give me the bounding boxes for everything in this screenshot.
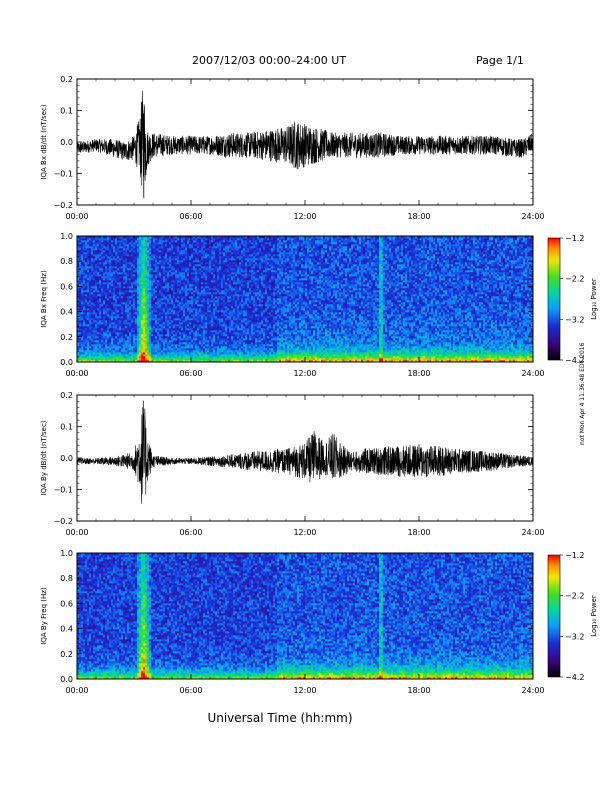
y-tick-label: 0.2: [60, 75, 73, 84]
y-axis-label: IQA By dB/dt (nT/sec): [40, 420, 48, 495]
x-tick-label: 00:00: [65, 528, 88, 537]
y-tick-label: 0.8: [60, 257, 73, 266]
colorbar-label: Log₁₀ Power: [590, 278, 598, 320]
y-tick-label: 0.2: [60, 333, 73, 342]
y-tick-label: 0.0: [60, 675, 73, 684]
y-tick-label: −0.1: [54, 170, 73, 179]
y-axis-label: IQA Bx dB/dt (nT/sec): [40, 104, 48, 179]
x-tick-label: 06:00: [179, 528, 202, 537]
x-tick-label: 24:00: [521, 369, 544, 378]
y-tick-label: 0.0: [60, 138, 73, 147]
x-tick-label: 18:00: [407, 369, 430, 378]
y-tick-label: 0.4: [60, 625, 73, 634]
colorbar-tick-label: −1.2: [565, 551, 584, 560]
y-tick-label: −0.2: [54, 517, 73, 526]
y-tick-label: 1.0: [60, 232, 73, 241]
y-tick-label: −0.2: [54, 201, 73, 210]
y-tick-label: 1.0: [60, 549, 73, 558]
colorbar: [548, 555, 560, 677]
y-tick-label: 0.0: [60, 454, 73, 463]
x-tick-label: 12:00: [293, 686, 316, 695]
x-tick-label: 24:00: [521, 212, 544, 221]
x-tick-label: 06:00: [179, 212, 202, 221]
x-tick-label: 00:00: [65, 212, 88, 221]
y-tick-label: 0.6: [60, 282, 73, 291]
x-tick-label: 12:00: [293, 528, 316, 537]
x-tick-label: 24:00: [521, 528, 544, 537]
colorbar-tick-label: −1.2: [565, 234, 584, 243]
panel-3: −0.2 −0.1 0.0 0.1 0.2 00:00 06:00 12:00 18:00 24:…: [40, 391, 545, 537]
spectrogram-image: [77, 236, 533, 362]
y-tick-label: 0.1: [60, 107, 73, 116]
y-axis-label: IQA Bx Freq (Hz): [40, 270, 48, 328]
x-tick-label: 18:00: [407, 686, 430, 695]
panel-2: −1.2 −2.2 −3.2 −4.2 Log₁₀ Power 0.0 0.2 0.4 0.6 0…: [40, 232, 598, 378]
dbdt-trace: [77, 401, 533, 504]
colorbar-tick-label: −3.2: [565, 632, 584, 641]
spectrogram-image: [77, 553, 533, 679]
y-axis-label: IQA By Freq (Hz): [40, 587, 48, 645]
x-tick-label: 06:00: [179, 369, 202, 378]
y-tick-label: −0.1: [54, 486, 73, 495]
y-tick-label: 0.0: [60, 358, 73, 367]
dbdt-trace: [77, 90, 533, 198]
x-axis-title: Universal Time (hh:mm): [207, 711, 352, 725]
colorbar-tick-label: −3.2: [565, 315, 584, 324]
y-tick-label: 0.2: [60, 650, 73, 659]
colorbar-tick-label: −4.2: [565, 356, 584, 365]
x-tick-label: 18:00: [407, 528, 430, 537]
y-tick-label: 0.8: [60, 574, 73, 583]
x-tick-label: 06:00: [179, 686, 202, 695]
colorbar-tick-label: −2.2: [565, 275, 584, 284]
y-tick-label: 0.1: [60, 423, 73, 432]
x-tick-label: 12:00: [293, 212, 316, 221]
panel-1: −0.2 −0.1 0.0 0.1 0.2 00:00 06:00 12:00 18:00 24:…: [40, 75, 545, 221]
x-tick-label: 24:00: [521, 686, 544, 695]
colorbar-tick-label: −2.2: [565, 592, 584, 601]
y-tick-label: 0.4: [60, 308, 73, 317]
x-tick-label: 00:00: [65, 686, 88, 695]
colorbar-label: Log₁₀ Power: [590, 595, 598, 637]
y-tick-label: 0.6: [60, 599, 73, 608]
x-tick-label: 18:00: [407, 212, 430, 221]
panel-4: −1.2 −2.2 −3.2 −4.2 Log₁₀ Power 0.0 0.2 0.4 0.6 0…: [40, 549, 598, 695]
x-tick-label: 00:00: [65, 369, 88, 378]
y-tick-label: 0.2: [60, 391, 73, 400]
x-tick-label: 12:00: [293, 369, 316, 378]
colorbar-tick-label: −4.2: [565, 673, 584, 682]
colorbar: [548, 238, 560, 360]
